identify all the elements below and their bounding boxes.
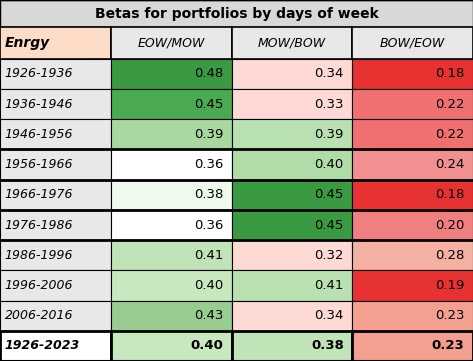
Bar	[352, 149, 473, 180]
Text: 0.39: 0.39	[315, 128, 344, 141]
Text: 0.45: 0.45	[315, 188, 344, 201]
Bar	[0, 301, 111, 331]
Text: 0.38: 0.38	[311, 339, 344, 352]
Bar	[111, 210, 232, 240]
Bar	[352, 240, 473, 270]
Text: 0.18: 0.18	[435, 68, 464, 81]
Text: 1976-1986: 1976-1986	[5, 218, 73, 231]
Text: 0.22: 0.22	[435, 128, 464, 141]
Bar	[352, 27, 473, 59]
Bar	[232, 270, 352, 301]
Bar	[352, 119, 473, 149]
Text: Enrgy: Enrgy	[5, 36, 50, 50]
Text: 0.36: 0.36	[194, 158, 223, 171]
Bar	[0, 240, 111, 270]
Text: 0.20: 0.20	[435, 218, 464, 231]
Text: 1986-1996: 1986-1996	[5, 249, 73, 262]
Bar	[111, 240, 232, 270]
Text: 0.34: 0.34	[315, 309, 344, 322]
Bar	[232, 27, 352, 59]
Text: 1996-2006: 1996-2006	[5, 279, 73, 292]
Bar	[111, 331, 232, 361]
Text: 0.23: 0.23	[435, 309, 464, 322]
Bar	[352, 301, 473, 331]
Text: 0.45: 0.45	[194, 98, 223, 111]
Bar	[111, 180, 232, 210]
Text: BOW/EOW: BOW/EOW	[380, 36, 445, 49]
Text: 0.48: 0.48	[194, 68, 223, 81]
Text: 0.40: 0.40	[194, 279, 223, 292]
Bar	[0, 270, 111, 301]
Bar	[352, 180, 473, 210]
Bar	[0, 27, 111, 59]
Bar	[111, 149, 232, 180]
Text: 1926-1936: 1926-1936	[5, 68, 73, 81]
Text: 0.33: 0.33	[315, 98, 344, 111]
Text: 1926-2023: 1926-2023	[5, 339, 80, 352]
Bar	[111, 89, 232, 119]
Bar	[232, 210, 352, 240]
Bar	[111, 119, 232, 149]
Bar	[0, 331, 111, 361]
Bar	[232, 149, 352, 180]
Bar	[111, 301, 232, 331]
Bar	[232, 240, 352, 270]
Text: 1936-1946: 1936-1946	[5, 98, 73, 111]
Text: MOW/BOW: MOW/BOW	[258, 36, 326, 49]
Text: 0.40: 0.40	[315, 158, 344, 171]
Bar	[352, 210, 473, 240]
Bar	[232, 59, 352, 89]
Text: 0.39: 0.39	[194, 128, 223, 141]
Bar	[0, 59, 111, 89]
Bar	[352, 270, 473, 301]
Bar	[232, 180, 352, 210]
Bar	[0, 89, 111, 119]
Bar	[352, 331, 473, 361]
Text: 0.24: 0.24	[435, 158, 464, 171]
Bar	[111, 59, 232, 89]
Text: 1966-1976: 1966-1976	[5, 188, 73, 201]
Text: 0.45: 0.45	[315, 218, 344, 231]
Text: 0.19: 0.19	[435, 279, 464, 292]
Text: Betas for portfolios by days of week: Betas for portfolios by days of week	[95, 6, 378, 21]
Bar	[0, 149, 111, 180]
Text: 0.22: 0.22	[435, 98, 464, 111]
Bar	[232, 301, 352, 331]
Text: EOW/MOW: EOW/MOW	[138, 36, 205, 49]
Text: 0.40: 0.40	[190, 339, 223, 352]
Text: 0.43: 0.43	[194, 309, 223, 322]
Bar	[0, 0, 473, 27]
Bar	[352, 59, 473, 89]
Text: 0.36: 0.36	[194, 218, 223, 231]
Text: 1946-1956: 1946-1956	[5, 128, 73, 141]
Text: 1956-1966: 1956-1966	[5, 158, 73, 171]
Text: 0.28: 0.28	[435, 249, 464, 262]
Text: 0.38: 0.38	[194, 188, 223, 201]
Bar	[0, 180, 111, 210]
Text: 0.32: 0.32	[315, 249, 344, 262]
Bar	[111, 270, 232, 301]
Text: 0.34: 0.34	[315, 68, 344, 81]
Text: 0.18: 0.18	[435, 188, 464, 201]
Text: 2006-2016: 2006-2016	[5, 309, 73, 322]
Text: 0.41: 0.41	[315, 279, 344, 292]
Text: 0.23: 0.23	[432, 339, 464, 352]
Bar	[0, 119, 111, 149]
Bar	[352, 89, 473, 119]
Bar	[232, 331, 352, 361]
Text: 0.41: 0.41	[194, 249, 223, 262]
Bar	[232, 119, 352, 149]
Bar	[232, 89, 352, 119]
Bar	[111, 27, 232, 59]
Bar	[0, 210, 111, 240]
